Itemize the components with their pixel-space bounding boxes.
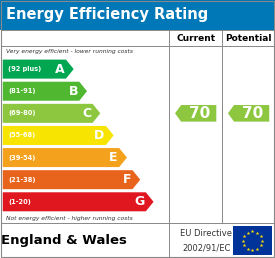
- Text: (92 plus): (92 plus): [8, 66, 42, 72]
- Bar: [233, 226, 272, 255]
- Text: Energy Efficiency Rating: Energy Efficiency Rating: [6, 7, 208, 22]
- Text: 70: 70: [189, 106, 211, 121]
- Text: C: C: [82, 107, 91, 120]
- Text: (69-80): (69-80): [8, 110, 36, 116]
- Text: D: D: [94, 129, 104, 142]
- Text: (81-91): (81-91): [8, 88, 36, 94]
- Text: Very energy efficient - lower running costs: Very energy efficient - lower running co…: [6, 49, 133, 54]
- Polygon shape: [3, 104, 100, 123]
- Text: B: B: [68, 85, 78, 98]
- Text: 70: 70: [242, 106, 264, 121]
- Polygon shape: [3, 170, 140, 189]
- Polygon shape: [228, 105, 269, 122]
- Text: E: E: [109, 151, 118, 164]
- Polygon shape: [3, 126, 114, 145]
- Text: Not energy efficient - higher running costs: Not energy efficient - higher running co…: [6, 215, 132, 221]
- Text: Current: Current: [176, 34, 215, 43]
- Text: 2002/91/EC: 2002/91/EC: [182, 243, 230, 252]
- Text: (55-68): (55-68): [8, 132, 35, 139]
- Polygon shape: [3, 60, 74, 79]
- Text: G: G: [134, 195, 144, 208]
- Polygon shape: [3, 82, 87, 101]
- Polygon shape: [3, 148, 127, 167]
- Text: England & Wales: England & Wales: [1, 234, 127, 247]
- Polygon shape: [175, 105, 216, 122]
- Text: Potential: Potential: [225, 34, 272, 43]
- Text: A: A: [55, 63, 65, 76]
- Text: (21-38): (21-38): [8, 177, 36, 183]
- FancyBboxPatch shape: [0, 0, 275, 30]
- Text: EU Directive: EU Directive: [180, 229, 232, 238]
- Text: (1-20): (1-20): [8, 199, 31, 205]
- Polygon shape: [3, 192, 153, 211]
- Text: (39-54): (39-54): [8, 155, 36, 160]
- Text: F: F: [123, 173, 131, 186]
